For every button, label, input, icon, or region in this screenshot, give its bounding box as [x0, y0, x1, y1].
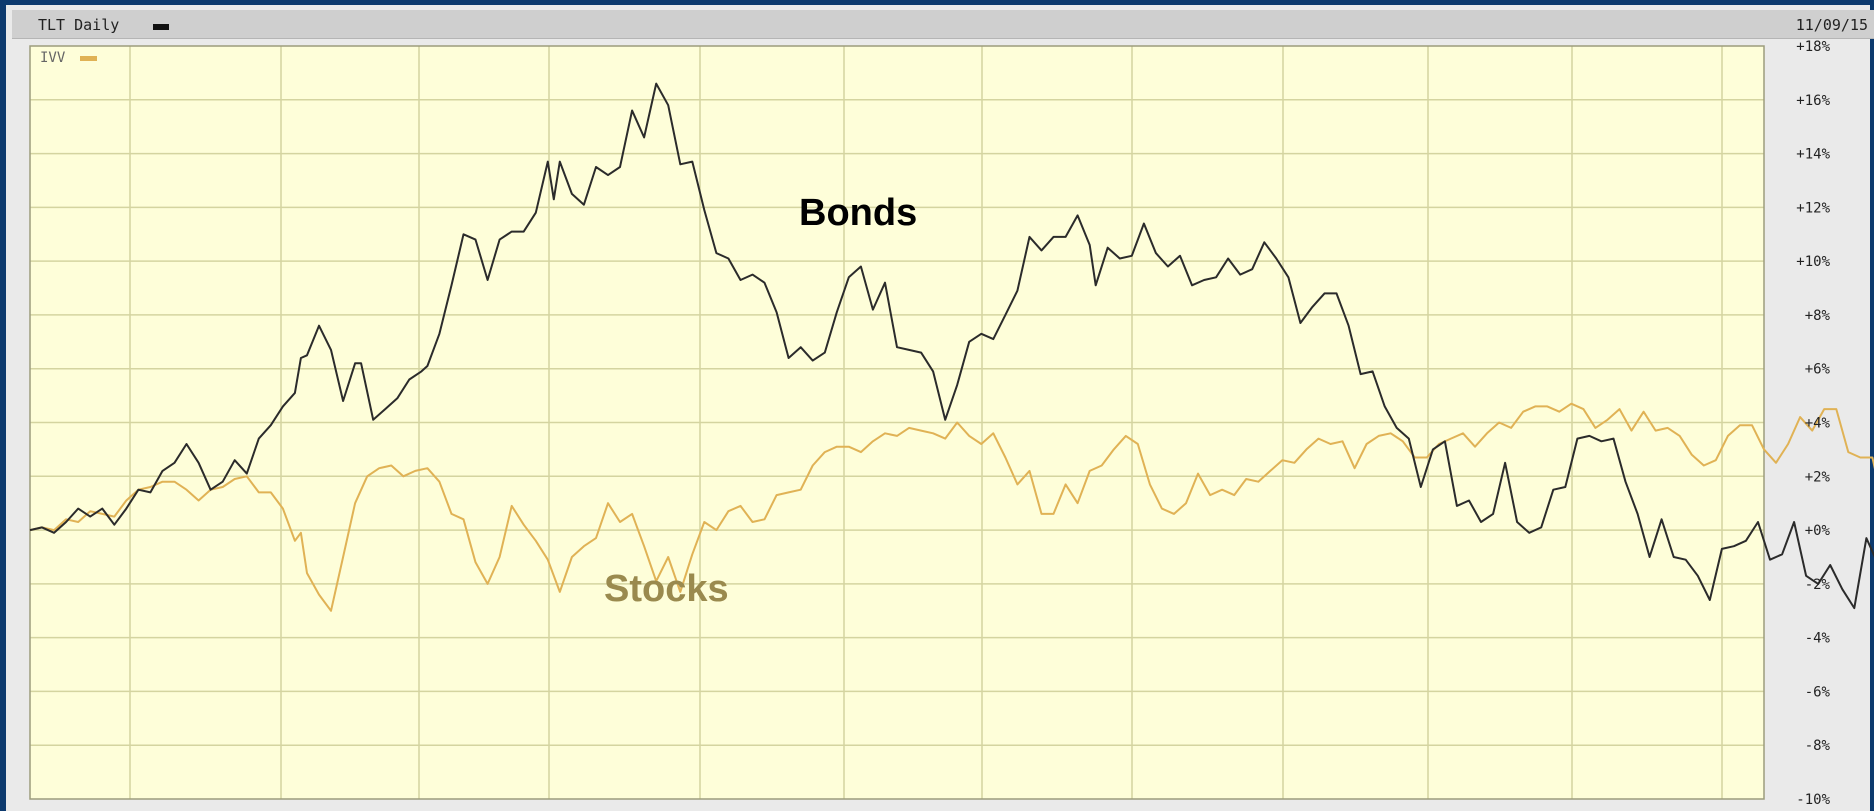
y-tick-label: +14%: [1796, 147, 1830, 163]
y-tick-label: +12%: [1796, 200, 1830, 216]
y-tick-label: -4%: [1805, 631, 1831, 647]
series-line-tlt: [29, 82, 1874, 610]
y-tick-label: +18%: [1796, 39, 1830, 55]
chart-title-bar: TLT Daily 11/09/15: [12, 10, 1874, 39]
y-tick-label: +4%: [1805, 416, 1831, 432]
series-layer: [29, 82, 1874, 612]
y-tick-label: -10%: [1796, 792, 1830, 808]
y-tick-label: +0%: [1805, 523, 1831, 539]
y-tick-label: +2%: [1805, 469, 1831, 485]
series-line-ivv: [29, 402, 1874, 612]
y-tick-label: -2%: [1805, 577, 1831, 593]
y-tick-label: +8%: [1805, 308, 1831, 324]
y-tick-label: -6%: [1805, 684, 1831, 700]
chart-title: TLT Daily: [38, 16, 120, 34]
ivv-swatch-icon: [80, 56, 97, 61]
y-tick-label: +6%: [1805, 362, 1831, 378]
y-tick-label: -8%: [1805, 738, 1831, 754]
y-tick-label: +16%: [1796, 93, 1830, 109]
chart-date: 11/09/15: [1795, 16, 1868, 34]
y-axis-ticks: +18% +16% +14% +12% +10% +8% +6% +4% +2% +0% -2% -4…: [1796, 39, 1830, 808]
stocks-annotation: Stocks: [604, 568, 729, 610]
legend: IVV: [40, 50, 97, 66]
plot-border: [29, 45, 1765, 800]
grid-lines: [30, 46, 1764, 799]
y-tick-label: +10%: [1796, 254, 1830, 270]
legend-label-ivv: IVV: [40, 50, 66, 66]
bonds-annotation: Bonds: [799, 192, 917, 234]
tlt-swatch-icon: [153, 24, 169, 30]
